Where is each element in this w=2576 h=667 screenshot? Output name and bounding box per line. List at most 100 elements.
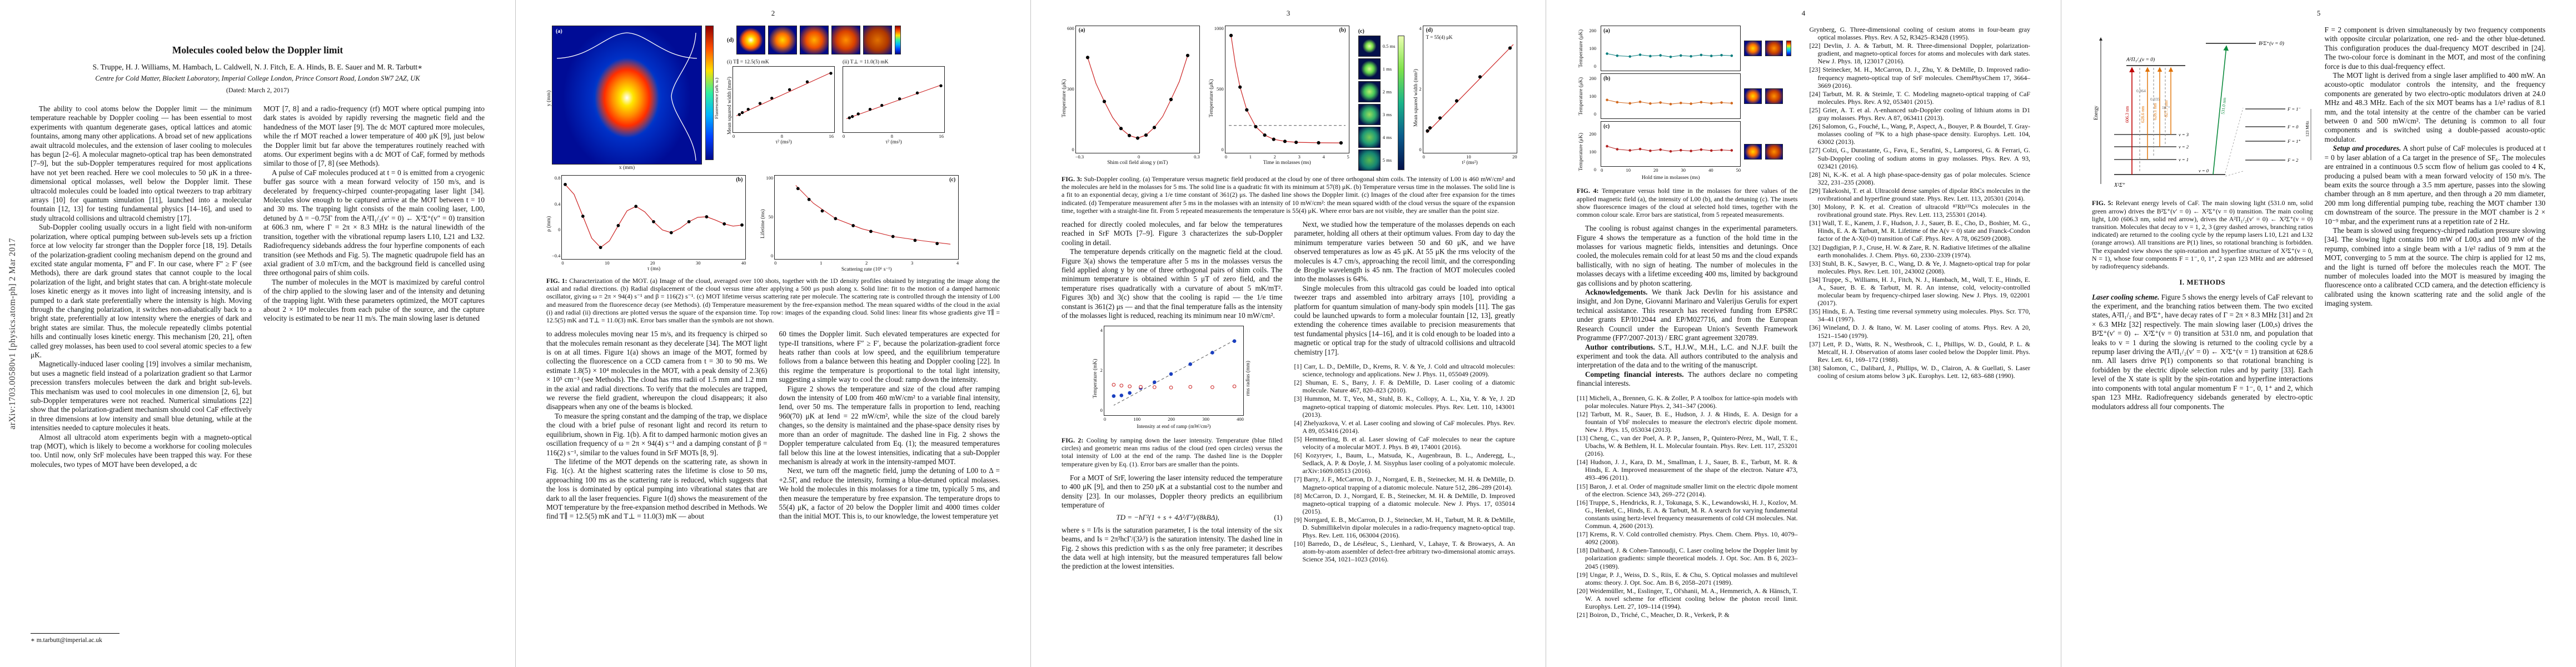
tick-label: 4 — [1100, 327, 1103, 334]
fig3-a-plot — [1075, 26, 1200, 153]
tick-label: 40 — [1708, 167, 1713, 173]
fig5-l32-wavelength: 627.7 nm — [2164, 100, 2169, 117]
fig3-a-ylabel: Temperature (μK) — [1062, 79, 1067, 117]
figure-5-number: FIG. 5: — [2092, 199, 2114, 207]
reference-item: [20] Weidemüller, M., Esslinger, T., Ol'… — [1577, 586, 1798, 610]
fig1-mot-image: (a) — [552, 26, 702, 165]
author-contributions-text: S.T., H.J.W., M.H., L.C. and N.J.F. buil… — [1577, 342, 1798, 370]
fig1-d-ylabel: Mean squared width (mm²) — [727, 77, 733, 135]
reference-item: [3] Hummon, M. T., Yeo, M., Stuhl, B. K.… — [1294, 395, 1516, 419]
reference-item: [16] Truppe, S., Hendricks, R. J., Tokun… — [1577, 498, 1798, 530]
page5-right-column: F = 2 component is driven simultaneously… — [2325, 26, 2546, 411]
body-paragraph: The ability to cool atoms below the Dopp… — [31, 104, 252, 222]
page2-left-column: to address molecules moving near 15 m/s,… — [546, 330, 768, 521]
fig3-expansion-image — [1358, 104, 1381, 125]
reference-item: [13] Cheng, C., van der Poel, A. P. P., … — [1577, 434, 1798, 458]
reference-item: [9] Norrgard, E. B., McCarron, D. J., St… — [1294, 515, 1516, 540]
tick-label: 400 — [1237, 416, 1244, 422]
fig3-d-ylabel: Mean squared width (mm²) — [1413, 69, 1419, 127]
equation-1-number: (1) — [1274, 513, 1283, 522]
tick-label: 0.3 — [1194, 154, 1200, 160]
figure-2-caption: FIG. 2: Cooling by ramping down the lase… — [1062, 436, 1283, 468]
tick-label: 200 — [1589, 28, 1597, 33]
fig1-panel-d: (d) (i) T∥ = 12.5(5) mK Mean squared wid… — [727, 26, 1000, 171]
fig4-ylabel: Temperature (μK) — [1578, 29, 1584, 68]
reference-item: [32] Dagdigian, P. J., Cruse, H. W. & Za… — [1809, 243, 2031, 259]
fig1-density-profiles — [556, 32, 697, 161]
fig1-b-label: (b) — [736, 177, 743, 183]
tick-label: 100 — [1589, 149, 1597, 155]
fig5-v2-label: v = 2 — [2179, 144, 2189, 150]
tick-label: 2 — [1419, 86, 1422, 92]
figure-1-caption-text: Characterization of the MOT. (a) Image o… — [546, 277, 1000, 325]
page4-right-column: Grynberg, G. Three-dimensional cooling o… — [1810, 26, 2031, 619]
footnote: ∗ m.tarbutt@imperial.ac.uk — [31, 633, 252, 644]
tick-label: 30 — [695, 260, 701, 266]
tick-label: 20 — [1512, 154, 1517, 160]
tick-label: 500 — [1217, 86, 1224, 92]
reference-item: [15] Baron, J. et al. Order of magnitude… — [1577, 482, 1798, 498]
fig5-B-level-label: B²Σ⁺(v = 0) — [2259, 41, 2284, 47]
acknowledgements-text: We thank Jack Devlin for his assistance … — [1577, 288, 1798, 342]
fig1-c-label: (c) — [949, 177, 956, 183]
fig3-c-label: (c) — [1358, 28, 1364, 34]
tick-label: 8 — [890, 133, 893, 139]
tick-label: 0 — [558, 227, 561, 233]
tick-label: 20 — [1653, 167, 1658, 173]
fig1-d-xlabel: τ² (ms²) — [775, 140, 792, 145]
fig3-d-annotation: T = 55(4) μK — [1426, 34, 1453, 40]
tick-label: 300 — [1202, 416, 1209, 422]
fig1-panel-d-i: (i) T∥ = 12.5(5) mK Mean squared width (… — [727, 59, 835, 145]
acknowledgements: Acknowledgements. We thank Jack Devlin f… — [1577, 288, 1798, 342]
page1-left-column: The ability to cool atoms below the Dopp… — [31, 104, 252, 469]
page1-right-column: MOT [7, 8] and a radio-frequency (rf) MO… — [263, 104, 485, 469]
tick-label: 10 — [1626, 167, 1631, 173]
fig4-inset-image — [1744, 41, 1762, 56]
reference-item: [37] Lett, P. D., Watts, R. N., Westbroo… — [1809, 340, 2031, 364]
figure-2: Temperature (mK) 4 2 0 0 100 200 300 400 Inten… — [1062, 326, 1283, 468]
fig4-c-plot — [1601, 121, 1741, 167]
fig3-colorbar — [1398, 36, 1405, 170]
fig5-v3-label: v = 3 — [2179, 132, 2189, 137]
body-paragraph: reached for directly cooled molecules, a… — [1062, 220, 1283, 247]
tick-label: 0 — [561, 260, 564, 266]
body-paragraph: where s = I/Is is the saturation paramet… — [1062, 525, 1283, 571]
fig5-l00-wavelength: 606.3 nm — [2125, 106, 2130, 123]
tick-label: 20 — [650, 260, 655, 266]
fig1-b-plot — [561, 175, 746, 260]
tick-label: 0 — [1593, 111, 1597, 117]
reference-item: Grynberg, G. Three-dimensional cooling o… — [1809, 26, 2031, 42]
page4-left-column: Temperature (μK) 200 100 0 (a) Temperature… — [1577, 26, 1798, 619]
fig3-panel-a: Temperature (μK) 600 300 0 (a) −0.3 0 0.3 Sh… — [1062, 26, 1200, 171]
fig3-b-xlabel: Time in molasses (ms) — [1263, 160, 1311, 166]
fig3-expansion-time: 1 ms — [1382, 66, 1392, 72]
tick-label: 2 — [1273, 154, 1276, 160]
body-paragraph: 60 times the Doppler limit. Such elevate… — [779, 330, 1000, 384]
fig4-inset-image — [1765, 144, 1783, 160]
fig3-b-label: (b) — [1339, 27, 1346, 33]
tick-label: 10 — [1466, 154, 1471, 160]
fig1-colorbar — [705, 26, 714, 160]
reference-list: Grynberg, G. Three-dimensional cooling o… — [1810, 26, 2031, 380]
reference-item: [27] Colzi, G., Durastante, G., Fava, E.… — [1809, 146, 2031, 170]
tick-label: 8 — [780, 133, 783, 139]
fig3-d-plot — [1422, 26, 1517, 153]
figure-1-caption: FIG. 1: Characterization of the MOT. (a)… — [546, 277, 1000, 324]
body-paragraph: Magnetically-induced laser cooling [19] … — [31, 360, 252, 432]
fig2-plot — [1103, 326, 1244, 416]
fig1-a-xlabel: x (mm) — [619, 165, 635, 171]
reference-item: [11] Micheli, A., Brennen, G. K. & Zolle… — [1577, 394, 1798, 410]
fig3-a-label: (a) — [1078, 27, 1085, 33]
fig3-expansion-image — [1358, 81, 1381, 102]
fig5-F1plus-label: F = 1⁺ — [2287, 138, 2301, 144]
page-1: arXiv:1703.00580v1 [physics.atom-ph] 2 M… — [0, 0, 515, 667]
fig1-d-i-plot — [733, 66, 835, 133]
body-paragraph: The beam is slowed using frequency-chirp… — [2324, 226, 2546, 308]
fig4-a-plot — [1601, 26, 1741, 71]
tick-label: 4 — [1322, 154, 1325, 160]
fig3-expansion-time: 2 ms — [1382, 89, 1392, 94]
body-paragraph: Figure 2 shows the temperature and size … — [779, 384, 1000, 466]
fig1-panel-b: ρ (mm) 0.8 0.4 0 −0.4 (b) 0 10 20 30 40 τ (ms) — [546, 175, 746, 272]
body-paragraph: A pulse of CaF molecules produced at t =… — [263, 168, 485, 277]
fig5-X-label: X²Σ⁺ — [2114, 182, 2125, 188]
